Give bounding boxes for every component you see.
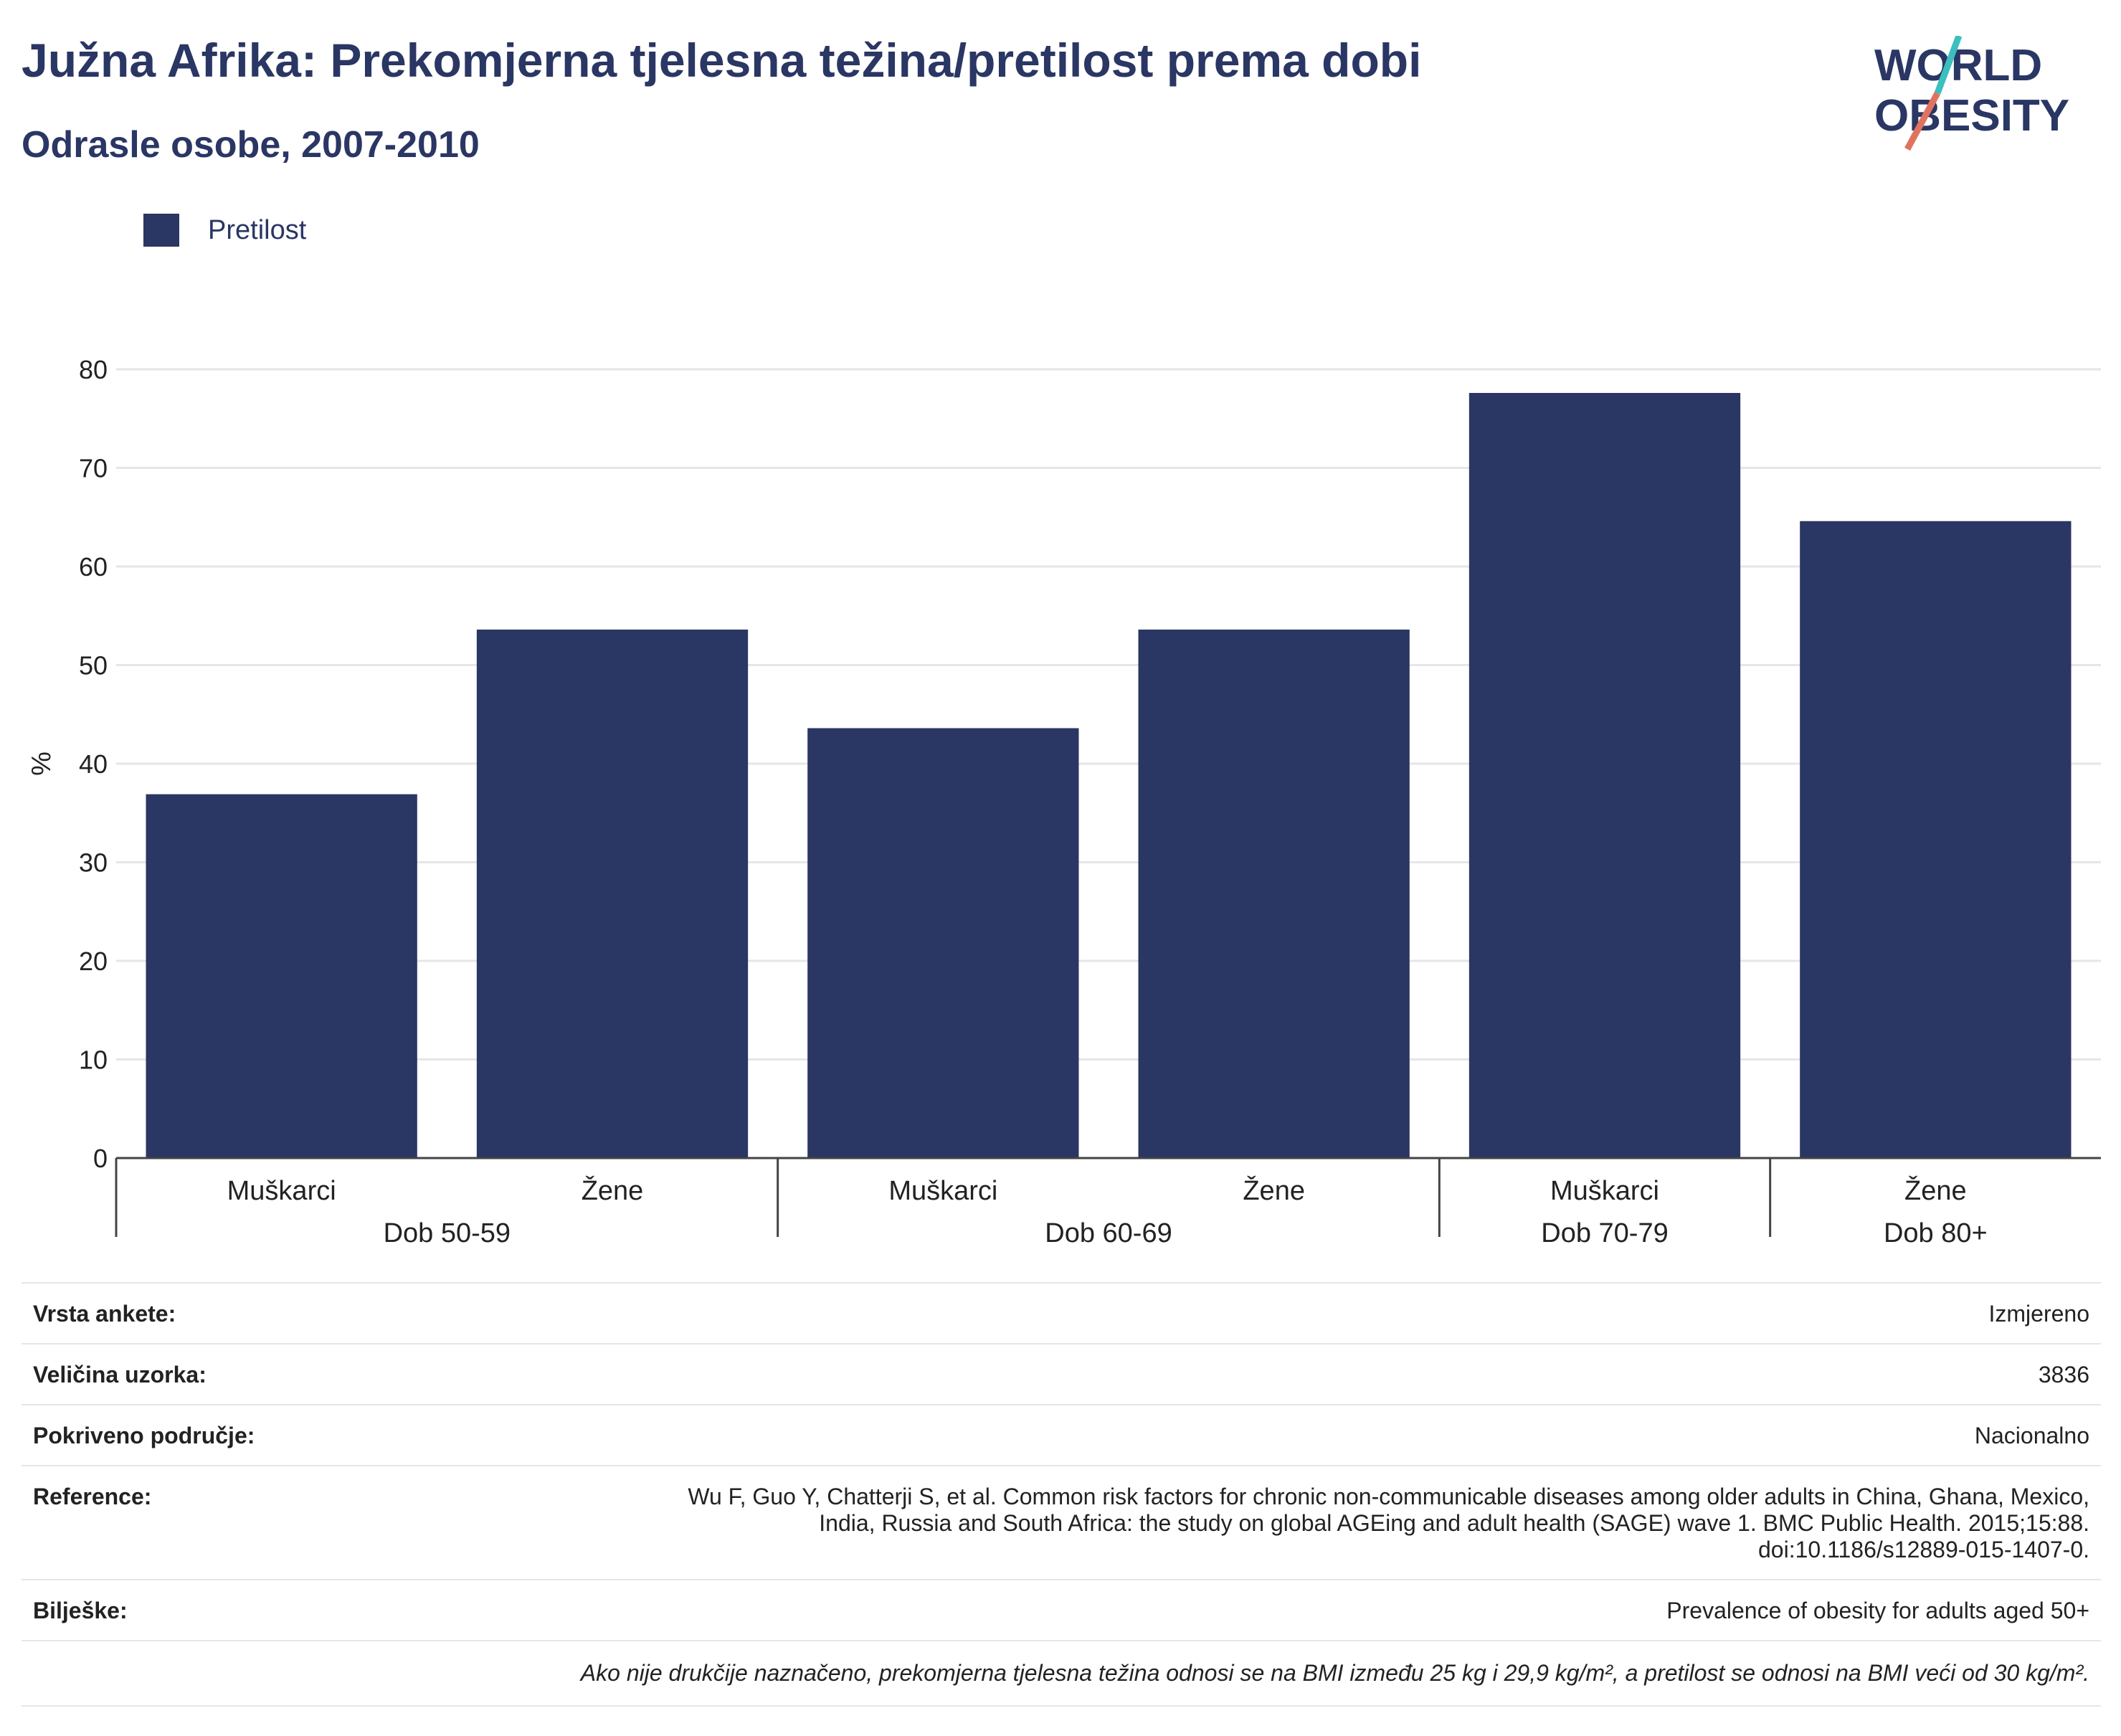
world-obesity-logo: WORLD OBESITY [1874, 36, 2069, 151]
chart-subtitle: Odrasle osobe, 2007-2010 [22, 124, 480, 166]
y-tick-label: 50 [79, 651, 108, 680]
y-tick-label: 0 [93, 1144, 108, 1173]
y-tick-label: 60 [79, 552, 108, 582]
legend-label-pretilost: Pretilost [208, 214, 307, 245]
bar [1800, 521, 2072, 1158]
y-tick-label: 20 [79, 947, 108, 976]
logo-slash-teal [1934, 36, 1963, 95]
bar-chart: 0 10 20 30 40 50 60 70 80% Muškarci Žene Muškarci Že… [27, 355, 2101, 1248]
x-group-label: Dob 70-79 [1541, 1218, 1668, 1248]
y-tick-label: 70 [79, 454, 108, 483]
x-group-label: Dob 50-59 [384, 1218, 511, 1248]
y-tick-label: 30 [79, 848, 108, 878]
logo-slash-coral [1904, 91, 1940, 151]
sample-size-value: 3836 [2038, 1362, 2089, 1388]
bar [807, 728, 1079, 1158]
y-axis-label: % [27, 751, 57, 776]
info-row-survey-type: Vrsta ankete: Izmjereno [22, 1282, 2101, 1343]
y-tick-label: 80 [79, 355, 108, 384]
chart-title: Južna Afrika: Prekomjerna tjelesna težin… [22, 34, 1422, 87]
x-category-label: Žene [1904, 1175, 1967, 1206]
sample-size-label: Veličina uzorka: [33, 1362, 207, 1388]
x-category-label: Muškarci [227, 1176, 336, 1206]
info-row-notes: Bilješke: Prevalence of obesity for adul… [22, 1579, 2101, 1640]
legend[interactable]: Pretilost [143, 214, 306, 247]
x-category-label: Muškarci [888, 1176, 997, 1206]
info-table: Vrsta ankete: Izmjereno Veličina uzorka:… [22, 1282, 2101, 1707]
x-group-label: Dob 60-69 [1045, 1218, 1172, 1248]
bar [1138, 630, 1410, 1158]
reference-line-3[interactable]: doi:10.1186/s12889-015-1407-0. [1758, 1537, 2089, 1562]
x-group-label: Dob 80+ [1884, 1218, 1988, 1248]
notes-value: Prevalence of obesity for adults aged 50… [1666, 1598, 2089, 1623]
y-tick-label: 40 [79, 749, 108, 779]
coverage-value: Nacionalno [1974, 1423, 2089, 1448]
x-category-label: Muškarci [1550, 1176, 1659, 1206]
bar [1468, 393, 1741, 1158]
logo-line-2: OBESITY [1874, 91, 2069, 141]
survey-type-value: Izmjereno [1988, 1301, 2090, 1327]
survey-type-label: Vrsta ankete: [33, 1301, 176, 1327]
reference-line-2[interactable]: India, Russia and South Africa: the stud… [819, 1510, 2089, 1536]
x-category-label: Žene [1243, 1175, 1305, 1206]
coverage-label: Pokriveno područje: [33, 1423, 255, 1448]
info-row-coverage: Pokriveno područje: Nacionalno [22, 1404, 2101, 1465]
footnote: Ako nije drukčije naznačeno, prekomjerna… [22, 1640, 2101, 1707]
logo-line-1: WORLD [1874, 41, 2042, 90]
reference-line-1[interactable]: Wu F, Guo Y, Chatterji S, et al. Common … [688, 1484, 2089, 1509]
legend-swatch-pretilost [143, 214, 179, 247]
info-row-sample-size: Veličina uzorka: 3836 [22, 1343, 2101, 1404]
info-row-reference: Reference: Wu F, Guo Y, Chatterji S, et … [22, 1465, 2101, 1579]
reference-value: Wu F, Guo Y, Chatterji S, et al. Common … [688, 1484, 2089, 1563]
y-tick-label: 10 [79, 1045, 108, 1075]
reference-label: Reference: [33, 1484, 152, 1509]
bar [146, 794, 417, 1158]
bar [476, 630, 749, 1158]
notes-label: Bilješke: [33, 1598, 128, 1623]
x-category-label: Žene [582, 1175, 644, 1206]
